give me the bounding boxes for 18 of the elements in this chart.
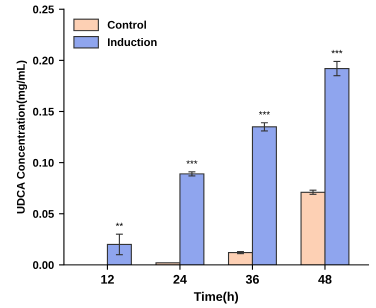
x-tick-label: 48 xyxy=(318,274,332,284)
y-tick-label: 0.05 xyxy=(33,210,54,218)
y-tick-label: 0.00 xyxy=(33,261,54,270)
x-tick-label: 36 xyxy=(246,274,259,284)
x-tick-label: 12 xyxy=(101,274,114,284)
y-axis-title: UDCA Concentration(mg/mL) xyxy=(16,60,28,214)
legend-label: Induction xyxy=(108,38,157,46)
annotation: *** xyxy=(331,50,342,54)
y-tick-label: 0.10 xyxy=(33,158,54,167)
x-tick-label: 24 xyxy=(173,274,187,284)
annotation: *** xyxy=(186,160,198,164)
legend-label: Control xyxy=(108,20,146,29)
x-axis-title: Time(h) xyxy=(194,292,238,304)
y-tick-label: 0.25 xyxy=(33,6,54,14)
y-tick-label: 0.15 xyxy=(33,108,54,116)
y-tick-label: 0.20 xyxy=(33,56,54,65)
annotation: *** xyxy=(258,111,270,115)
annotation: ** xyxy=(116,222,124,226)
